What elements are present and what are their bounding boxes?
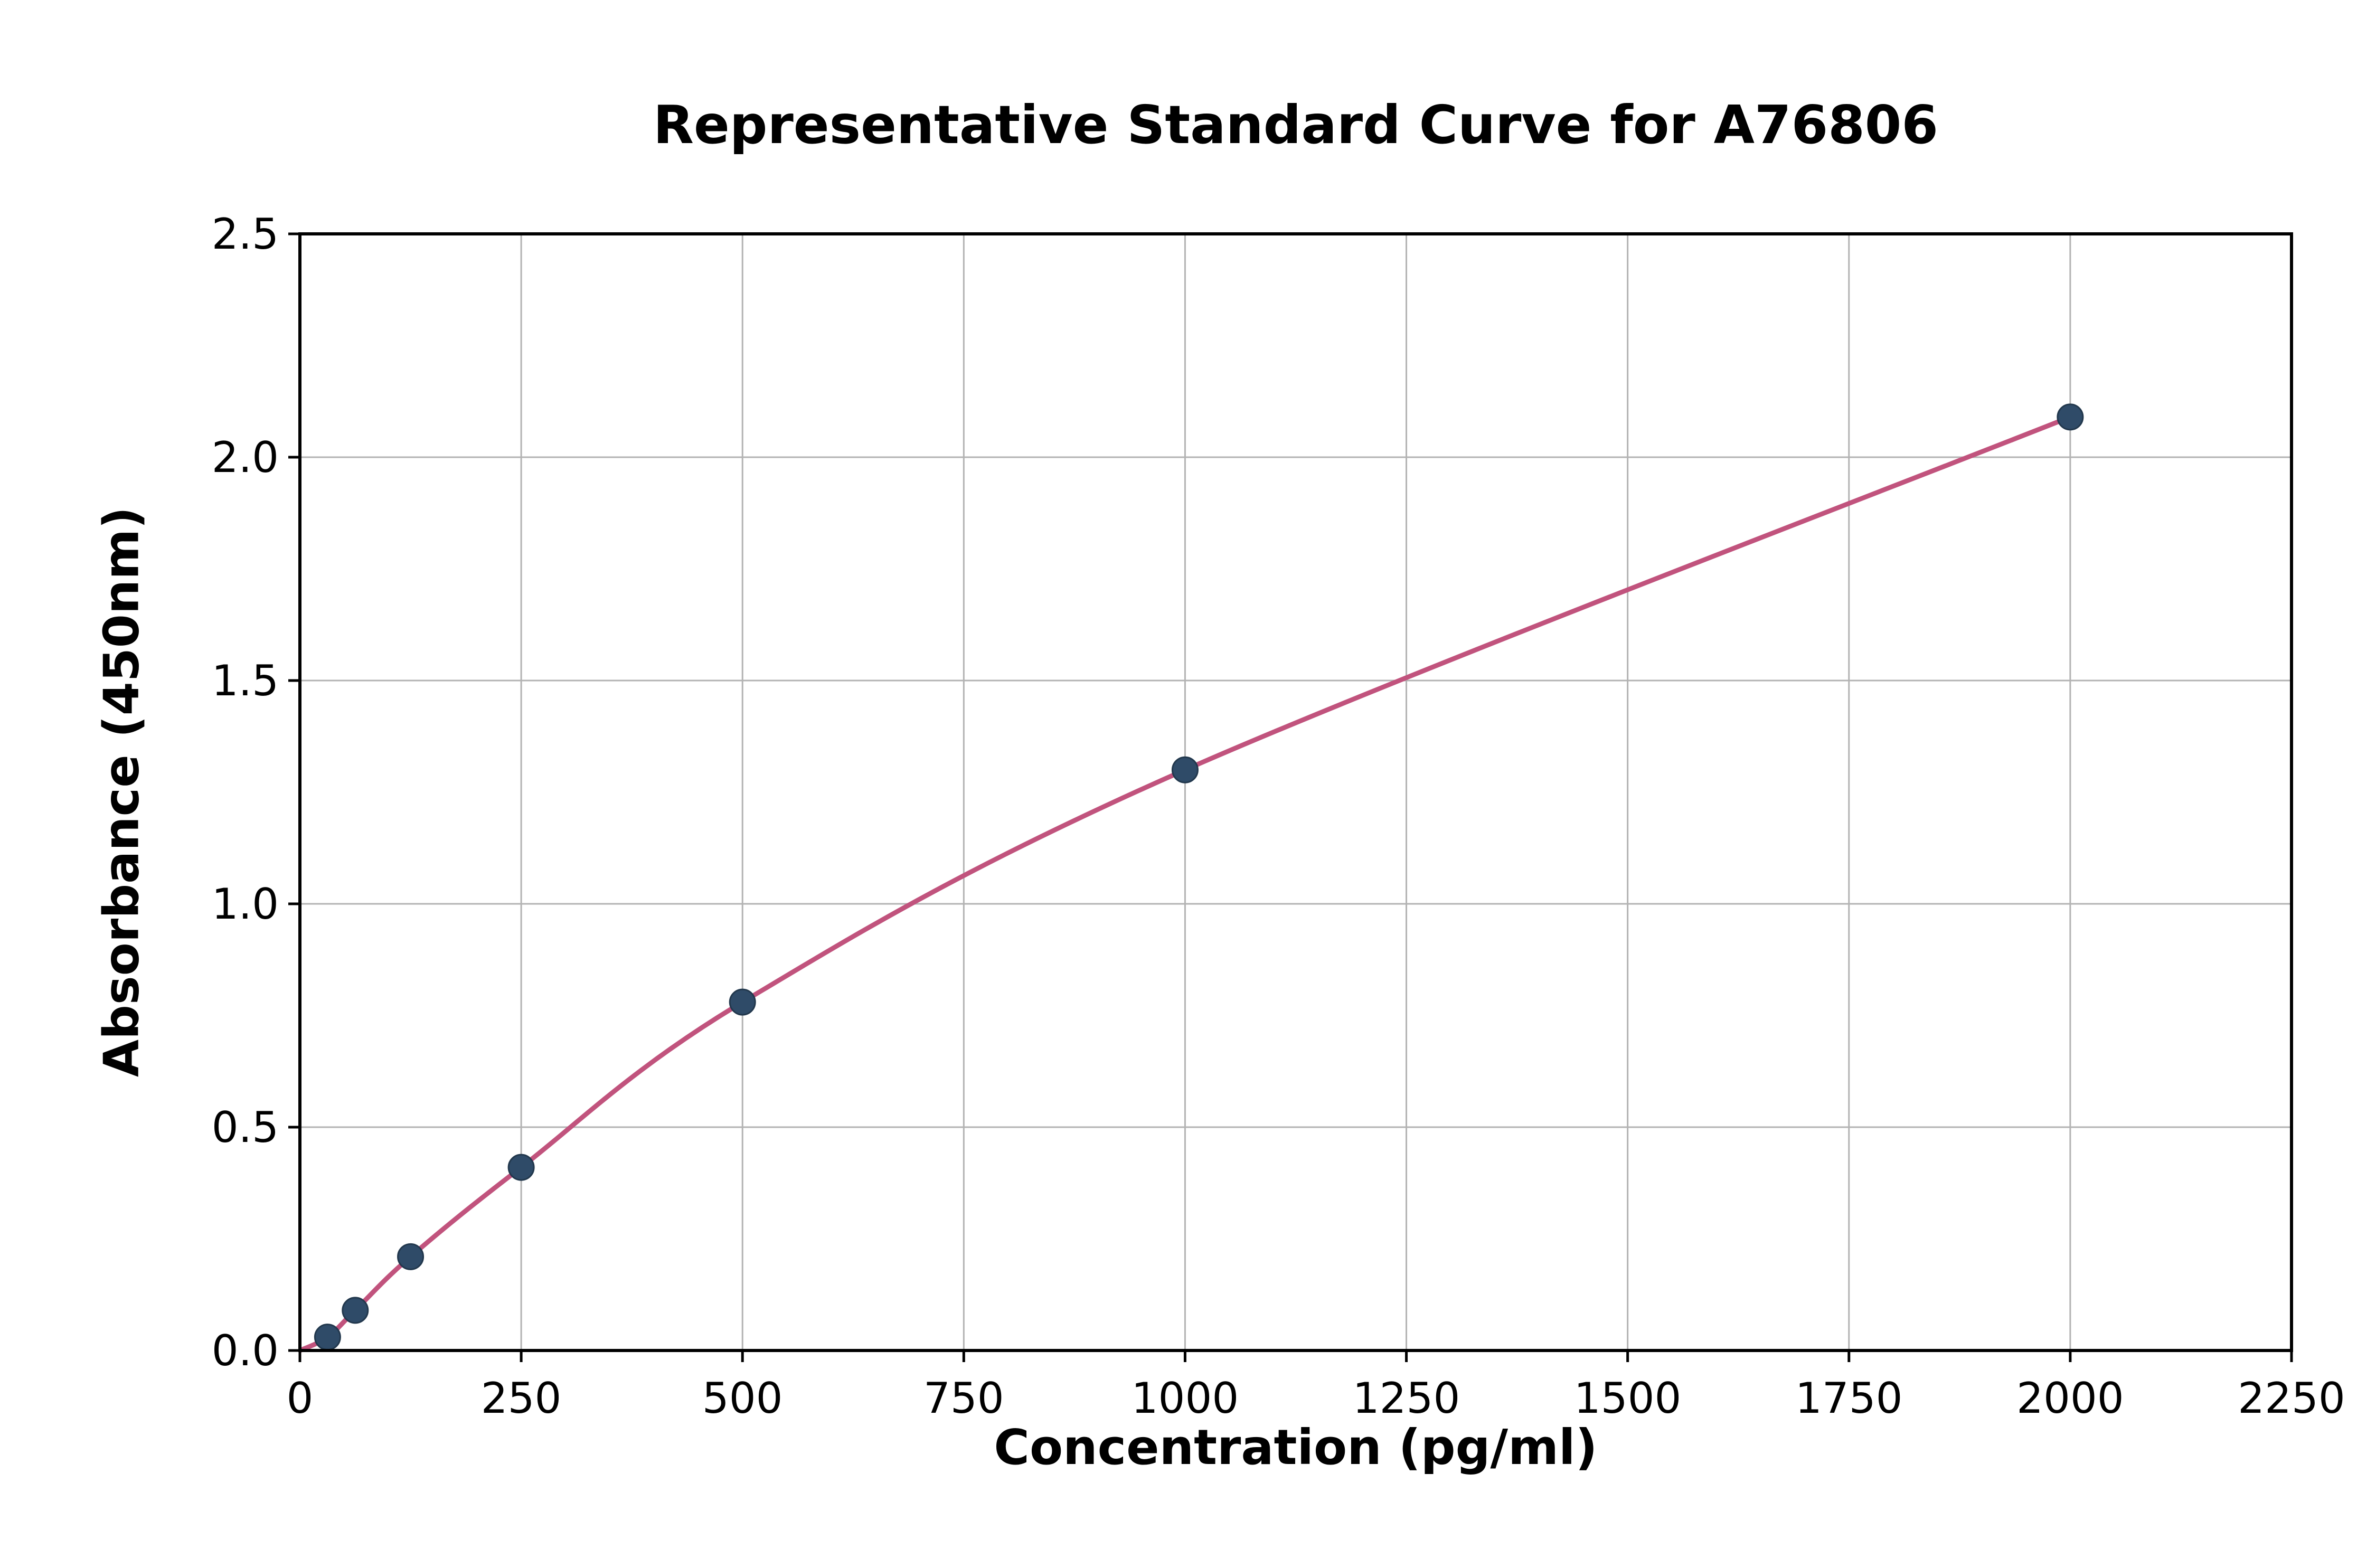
x-tick-label: 1500 [1574, 1374, 1682, 1423]
data-point [729, 988, 756, 1016]
chart-title: Representative Standard Curve for A76806 [653, 94, 1938, 156]
x-tick-label: 1250 [1353, 1374, 1460, 1423]
y-tick-label: 2.0 [212, 433, 279, 482]
data-point [397, 1243, 425, 1270]
y-tick-label: 1.0 [212, 880, 279, 929]
data-point [342, 1297, 369, 1324]
data-point [507, 1154, 535, 1181]
data-point [314, 1324, 341, 1351]
x-tick-label: 2000 [2016, 1374, 2124, 1423]
x-tick-label: 0 [287, 1374, 314, 1423]
x-tick-label: 1750 [1795, 1374, 1903, 1423]
y-tick-label: 2.5 [212, 210, 279, 259]
y-tick-label: 1.5 [212, 656, 279, 705]
y-tick-label: 0.5 [212, 1103, 279, 1152]
x-tick-label: 2250 [2238, 1374, 2345, 1423]
axes-spines [298, 232, 2293, 1352]
x-tick-label: 750 [923, 1374, 1004, 1423]
x-tick-label: 250 [481, 1374, 562, 1423]
data-point [2057, 403, 2084, 431]
y-tick-label: 0.0 [212, 1326, 279, 1375]
x-tick-label: 500 [702, 1374, 783, 1423]
x-tick-label: 1000 [1132, 1374, 1239, 1423]
data-point [1171, 756, 1199, 783]
x-axis-label: Concentration (pg/ml) [994, 1419, 1598, 1476]
